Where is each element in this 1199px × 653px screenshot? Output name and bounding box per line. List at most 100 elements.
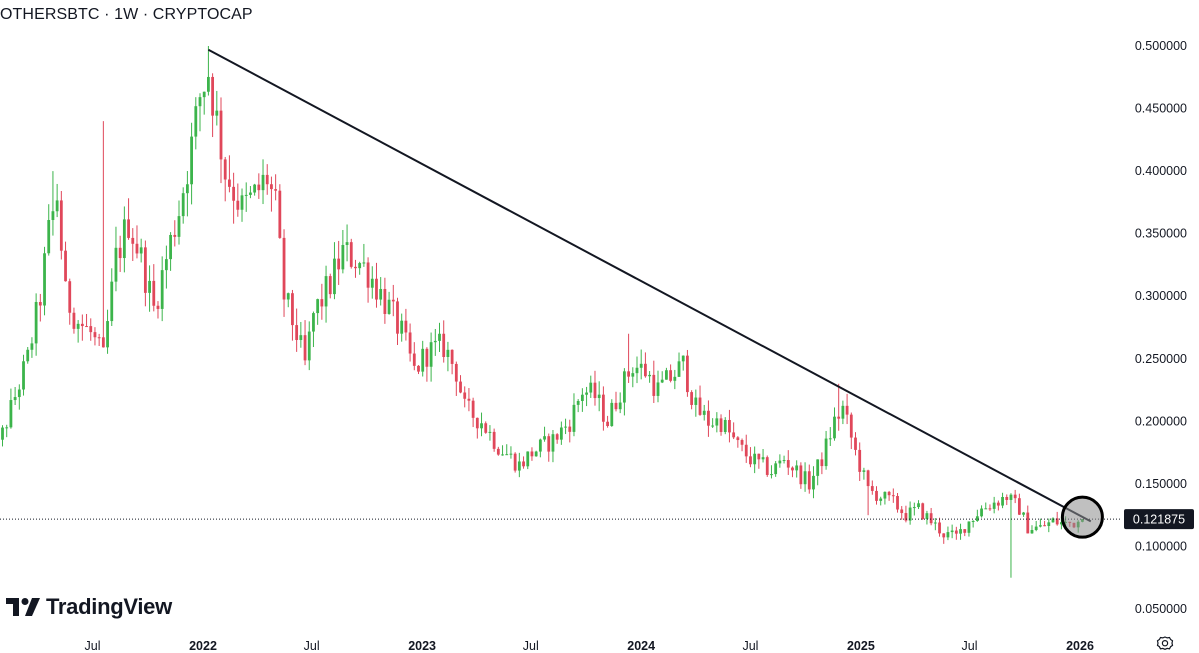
highlight-circle[interactable] [1060,495,1104,539]
candle-body [1026,512,1030,534]
candle-body [139,247,143,254]
candle [517,452,521,478]
candle-body [286,293,290,300]
candle-body [870,486,874,491]
candle [908,501,912,525]
candle-body [236,200,240,210]
candle-body [324,276,328,307]
candle [568,419,572,443]
candle [559,421,563,445]
candle [845,393,849,425]
candle-body [421,348,425,372]
settings-gear-icon[interactable] [1156,634,1174,652]
candle-body [379,288,383,300]
candle-body [59,200,63,251]
candle-body [963,529,967,533]
candle [408,323,412,362]
candle [215,90,219,126]
candle-body [652,374,656,396]
candle [849,412,853,450]
candle-body [900,509,904,514]
candle-body [904,513,908,521]
candle [412,342,416,371]
candle-body [190,136,193,185]
candle [164,245,168,289]
candle-body [639,363,643,368]
candle-body [572,404,576,432]
candle [1030,525,1034,534]
candle-body [505,454,509,456]
candle [715,412,719,433]
x-axis[interactable]: Jul 2022 Jul 2023 Jul 2024 Jul 2025 Jul 2026 [85,639,1094,653]
candle-body [580,394,584,401]
candle [169,232,172,271]
candle-body [1059,522,1063,525]
candle [887,490,891,501]
candle-body [68,281,72,313]
candle [55,183,59,218]
candle-body [614,402,618,410]
candle [333,242,336,300]
candle-body [337,258,341,270]
candle-body [488,431,492,433]
candle [404,308,408,341]
candle [690,390,694,410]
trendline[interactable] [207,48,1092,523]
candle-body [593,382,597,399]
candle [106,309,109,354]
candle-body [732,432,736,438]
tradingview-brand[interactable]: TradingView [6,594,172,620]
candle [97,333,101,346]
candle-body [64,250,67,282]
candle [728,409,731,443]
candle-body [404,320,408,333]
candle-body [433,340,437,343]
candle [59,190,63,260]
candle-body [215,110,219,116]
candle-body [114,247,118,282]
candle [257,173,261,199]
candle [156,301,160,319]
candle [875,486,878,505]
candle-body [912,507,916,509]
candle-body [122,219,126,259]
candle-body [917,503,920,508]
candle-body [975,516,979,522]
candle-body [631,373,635,377]
x-tick-label: Jul [85,639,101,653]
candle [341,229,345,274]
candle-body [194,106,198,137]
candle-body [303,335,307,361]
candle [975,509,979,522]
candle-body [753,453,757,465]
candle [181,187,185,224]
candle-body [47,220,51,254]
candle-body [152,280,156,306]
candle [1026,505,1030,534]
candle-body [160,270,164,309]
candle [383,277,387,324]
x-tick-label: 2024 [627,639,655,653]
candle [362,243,366,267]
candle-body [841,405,845,419]
x-tick-label: Jul [523,639,539,653]
candle [971,520,975,528]
y-axis[interactable]: 0.500000 0.450000 0.400000 0.350000 0.300000… [1135,39,1187,616]
candle-body [589,382,593,393]
candle [702,404,706,421]
candle [614,391,618,412]
candle-body [1030,530,1034,534]
candle-body [719,418,723,433]
candle-body [820,459,824,467]
candle [202,91,206,115]
candle-body [959,529,962,534]
candle-body [791,467,794,471]
candle-body [219,110,223,160]
candle [669,364,673,383]
candle-body [341,244,345,270]
candle [774,461,778,477]
candle-body [127,219,130,238]
candle-body [778,460,782,464]
last-price-tag: 0.121875 [1124,509,1194,530]
